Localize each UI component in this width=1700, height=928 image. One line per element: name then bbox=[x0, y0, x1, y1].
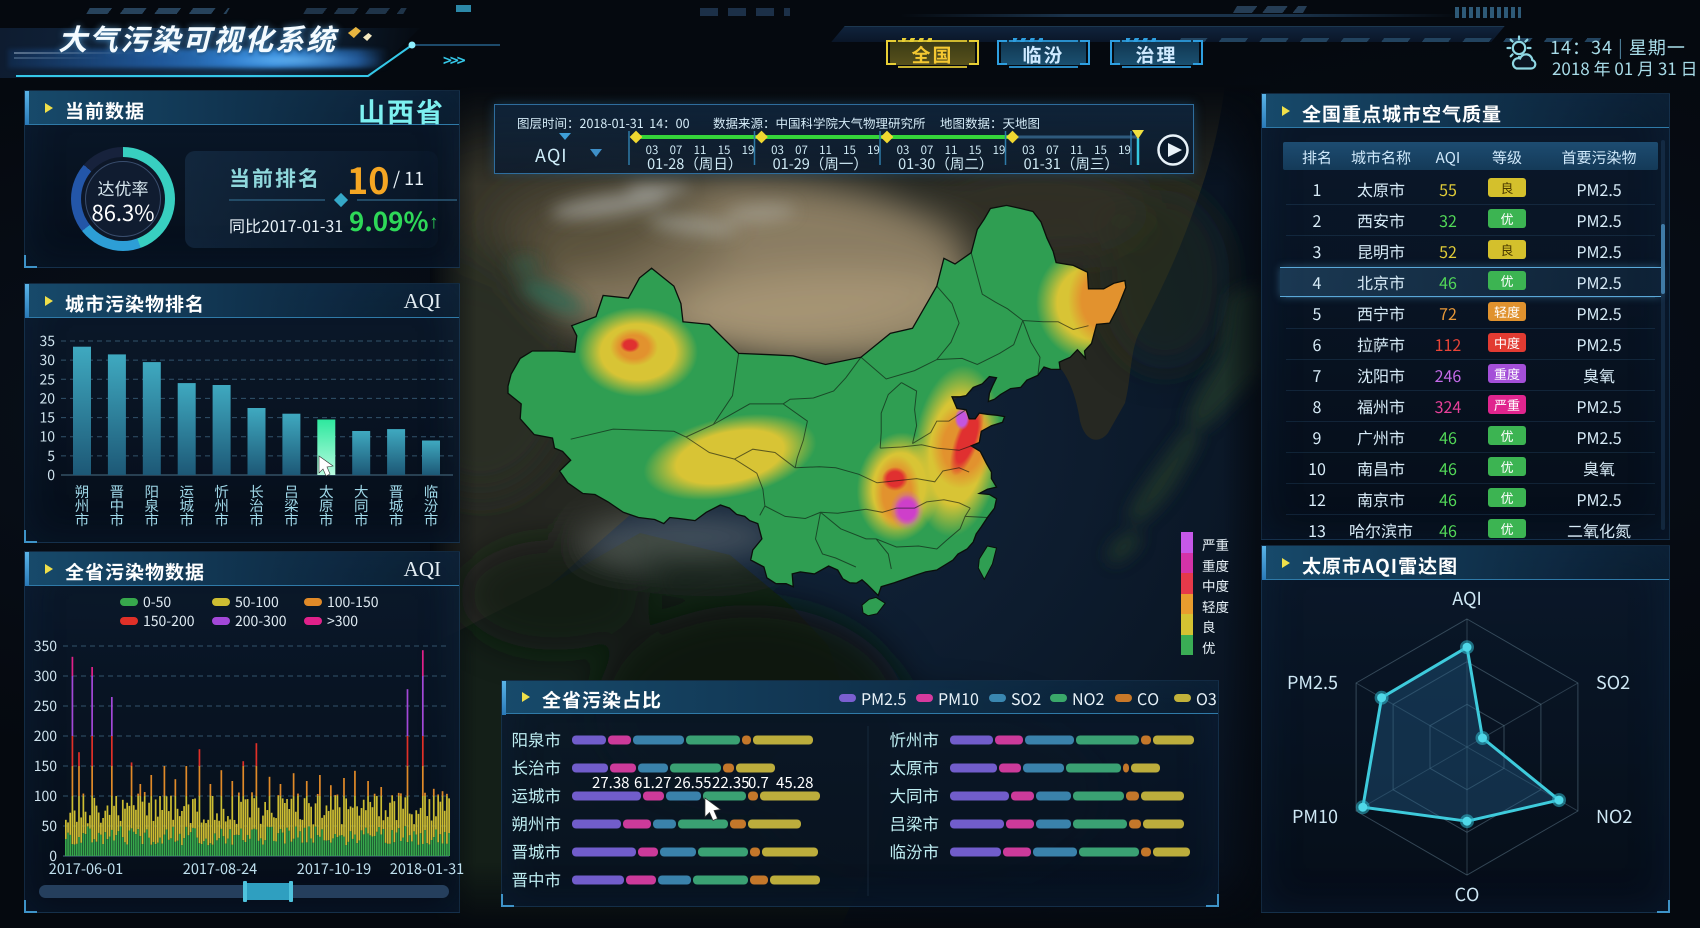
svg-text:PM10: PM10 bbox=[1292, 803, 1338, 829]
svg-text:15: 15 bbox=[843, 142, 856, 158]
svg-text:朔州市: 朔州市 bbox=[75, 481, 90, 530]
svg-text:100: 100 bbox=[34, 786, 58, 806]
svg-text:300: 300 bbox=[34, 666, 58, 686]
svg-text:长治市: 长治市 bbox=[249, 481, 264, 530]
svg-text:5: 5 bbox=[47, 446, 55, 466]
svg-text:150: 150 bbox=[34, 756, 58, 776]
svg-text:19: 19 bbox=[1118, 142, 1131, 158]
svg-text:忻州市: 忻州市 bbox=[214, 481, 229, 530]
svg-text:运城市: 运城市 bbox=[512, 783, 562, 807]
svg-text:吕梁市: 吕梁市 bbox=[284, 481, 299, 530]
svg-text:19: 19 bbox=[993, 142, 1006, 158]
svg-text:20: 20 bbox=[39, 388, 55, 408]
svg-text:SO2: SO2 bbox=[1596, 669, 1630, 695]
svg-text:吕梁市: 吕梁市 bbox=[890, 811, 940, 835]
svg-text:长治市: 长治市 bbox=[512, 755, 562, 779]
svg-text:10: 10 bbox=[39, 427, 55, 447]
svg-text:07: 07 bbox=[795, 142, 808, 158]
svg-text:19: 19 bbox=[742, 142, 755, 158]
svg-text:03: 03 bbox=[646, 142, 659, 158]
svg-text:大同市: 大同市 bbox=[890, 783, 940, 807]
svg-text:15: 15 bbox=[39, 408, 55, 428]
svg-text:07: 07 bbox=[1046, 142, 1059, 158]
svg-text:0: 0 bbox=[47, 465, 55, 485]
svg-text:太原市: 太原市 bbox=[890, 755, 940, 779]
svg-text:200: 200 bbox=[34, 726, 58, 746]
svg-text:01-28（周日）: 01-28（周日） bbox=[647, 153, 742, 174]
svg-text:03: 03 bbox=[1022, 142, 1035, 158]
svg-text:07: 07 bbox=[670, 142, 683, 158]
svg-text:61.27: 61.27 bbox=[634, 772, 671, 793]
svg-text:运城市: 运城市 bbox=[179, 481, 194, 530]
svg-text:晋中市: 晋中市 bbox=[110, 481, 125, 530]
svg-text:07: 07 bbox=[921, 142, 934, 158]
svg-text:03: 03 bbox=[771, 142, 784, 158]
svg-text:01-31（周三）: 01-31（周三） bbox=[1024, 153, 1119, 174]
svg-text:25: 25 bbox=[39, 369, 55, 389]
svg-text:阳泉市: 阳泉市 bbox=[145, 481, 160, 530]
svg-text:27.38: 27.38 bbox=[592, 772, 629, 793]
svg-text:CO: CO bbox=[1455, 881, 1480, 907]
svg-text:26.55: 26.55 bbox=[674, 772, 711, 793]
svg-text:太原市: 太原市 bbox=[319, 481, 334, 530]
svg-text:临汾市: 临汾市 bbox=[890, 839, 940, 863]
svg-text:PM2.5: PM2.5 bbox=[1287, 669, 1338, 695]
svg-text:晋城市: 晋城市 bbox=[389, 481, 404, 530]
svg-text:15: 15 bbox=[718, 142, 731, 158]
svg-text:01-29（周一）: 01-29（周一） bbox=[773, 153, 868, 174]
svg-text:50: 50 bbox=[41, 816, 57, 836]
svg-text:15: 15 bbox=[969, 142, 982, 158]
svg-text:晋中市: 晋中市 bbox=[512, 867, 562, 891]
svg-text:2017-06-01: 2017-06-01 bbox=[49, 858, 123, 879]
svg-text:350: 350 bbox=[34, 636, 58, 656]
svg-text:35: 35 bbox=[39, 331, 55, 351]
svg-text:22.35: 22.35 bbox=[712, 772, 749, 793]
svg-text:11: 11 bbox=[1070, 142, 1083, 158]
svg-text:19: 19 bbox=[867, 142, 880, 158]
svg-text:11: 11 bbox=[694, 142, 707, 158]
svg-text:11: 11 bbox=[819, 142, 832, 158]
svg-text:NO2: NO2 bbox=[1596, 803, 1632, 829]
svg-text:30: 30 bbox=[39, 350, 55, 370]
svg-text:03: 03 bbox=[897, 142, 910, 158]
svg-text:临汾市: 临汾市 bbox=[424, 481, 439, 530]
svg-text:11: 11 bbox=[945, 142, 958, 158]
svg-text:2017-10-19: 2017-10-19 bbox=[297, 858, 371, 879]
svg-text:01-30（周二）: 01-30（周二） bbox=[898, 153, 993, 174]
svg-text:15: 15 bbox=[1094, 142, 1107, 158]
svg-text:2018-01-31: 2018-01-31 bbox=[390, 858, 464, 879]
svg-text:阳泉市: 阳泉市 bbox=[512, 727, 562, 751]
svg-text:忻州市: 忻州市 bbox=[890, 727, 940, 751]
svg-text:朔州市: 朔州市 bbox=[512, 811, 562, 835]
svg-text:大同市: 大同市 bbox=[354, 481, 369, 530]
svg-text:晋城市: 晋城市 bbox=[512, 839, 562, 863]
svg-text:250: 250 bbox=[34, 696, 58, 716]
svg-text:0.7: 0.7 bbox=[748, 772, 769, 793]
svg-text:AQI: AQI bbox=[1452, 585, 1482, 611]
svg-text:45.28: 45.28 bbox=[776, 772, 813, 793]
svg-text:0: 0 bbox=[49, 846, 57, 866]
svg-text:2017-08-24: 2017-08-24 bbox=[183, 858, 257, 879]
